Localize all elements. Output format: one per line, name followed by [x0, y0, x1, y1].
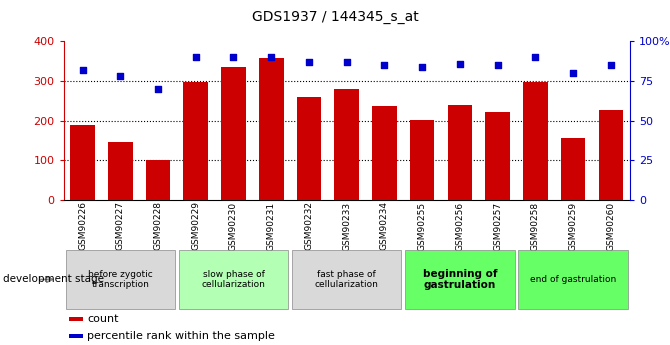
Bar — [599, 110, 623, 200]
Bar — [448, 105, 472, 200]
Bar — [69, 317, 84, 321]
Point — [190, 55, 201, 60]
Bar — [184, 82, 208, 200]
Text: GDS1937 / 144345_s_at: GDS1937 / 144345_s_at — [252, 10, 418, 24]
Bar — [523, 82, 547, 200]
Text: beginning of
gastrulation: beginning of gastrulation — [423, 269, 497, 290]
Bar — [259, 58, 283, 200]
Point — [341, 59, 352, 65]
Point — [266, 55, 277, 60]
Point — [228, 55, 239, 60]
Text: percentile rank within the sample: percentile rank within the sample — [87, 332, 275, 341]
Bar — [410, 120, 434, 200]
Bar — [486, 112, 510, 200]
Point — [567, 70, 578, 76]
Point — [304, 59, 314, 65]
Text: end of gastrulation: end of gastrulation — [530, 275, 616, 284]
Bar — [297, 97, 321, 200]
Text: slow phase of
cellularization: slow phase of cellularization — [202, 270, 265, 289]
Bar — [179, 250, 288, 309]
Text: before zygotic
transcription: before zygotic transcription — [88, 270, 153, 289]
Point — [77, 67, 88, 73]
Text: development stage: development stage — [3, 275, 105, 284]
Bar — [334, 89, 359, 200]
Bar — [405, 250, 515, 309]
Point — [115, 73, 126, 79]
Text: count: count — [87, 314, 119, 324]
Bar — [70, 125, 94, 200]
Point — [379, 62, 390, 68]
Point — [454, 61, 465, 66]
Bar — [373, 107, 397, 200]
Point — [417, 64, 427, 70]
Bar — [221, 67, 246, 200]
Point — [606, 62, 616, 68]
Bar — [561, 138, 586, 200]
Bar — [146, 160, 170, 200]
Bar — [69, 334, 84, 338]
Point — [492, 62, 503, 68]
Text: fast phase of
cellularization: fast phase of cellularization — [315, 270, 379, 289]
Bar — [292, 250, 401, 309]
Point — [153, 86, 163, 92]
Bar — [519, 250, 628, 309]
Bar — [108, 142, 133, 200]
Bar — [66, 250, 175, 309]
Point — [530, 55, 541, 60]
